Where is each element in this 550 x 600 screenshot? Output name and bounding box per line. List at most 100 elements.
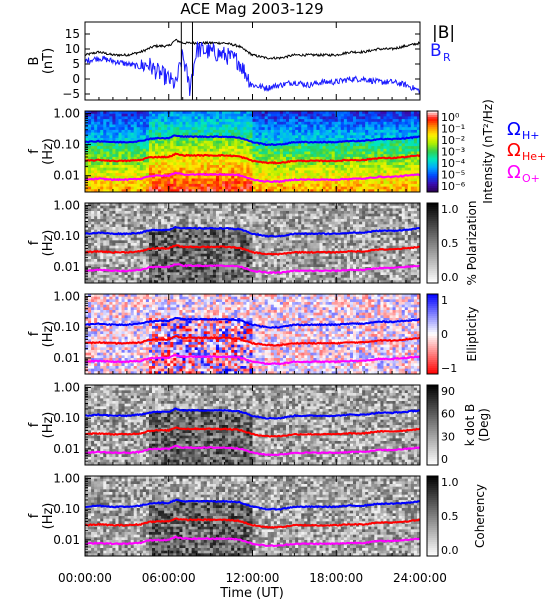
intensity-cell — [307, 119, 311, 123]
intensity-cell — [167, 132, 171, 136]
intensity-cell — [197, 113, 202, 117]
polarization-cell — [225, 240, 229, 244]
intensity-cell — [145, 143, 150, 147]
polarization-cell — [209, 272, 214, 276]
intensity-cell — [386, 170, 390, 174]
intensity-cell — [185, 119, 189, 123]
polarization-cell — [219, 203, 223, 207]
intensity-cell — [246, 129, 250, 133]
polarization-cell — [139, 219, 144, 223]
intensity-cell — [380, 183, 384, 187]
intensity-cell — [219, 143, 223, 147]
intensity-cell — [331, 138, 336, 142]
intensity-cell — [319, 113, 323, 117]
intensity-cell — [343, 183, 348, 187]
polarization-cell — [173, 280, 177, 284]
intensity-cell — [356, 183, 360, 187]
intensity-cell — [377, 129, 381, 133]
polarization-cell — [228, 256, 232, 260]
polarization-cell — [155, 205, 159, 209]
polarization-cell — [240, 235, 244, 239]
polarization-cell — [243, 240, 247, 244]
intensity-cell — [365, 183, 369, 187]
polarization-cell — [112, 219, 116, 223]
field-ytick-label: 0 — [72, 72, 80, 86]
polarization-cell — [139, 216, 144, 220]
polarization-cell — [188, 243, 192, 247]
intensity-cell — [243, 170, 247, 174]
intensity-cell — [161, 151, 165, 155]
polarization-cell — [167, 272, 171, 276]
polarization-cell — [106, 245, 110, 249]
intensity-cell — [228, 116, 232, 120]
intensity-cell — [215, 189, 220, 193]
intensity-cell — [240, 151, 244, 155]
polarization-cell — [185, 275, 189, 279]
polarization-cell — [106, 229, 110, 233]
intensity-cell — [155, 127, 159, 131]
intensity-cell — [371, 173, 375, 177]
intensity-cell — [145, 132, 150, 136]
intensity-cell — [282, 146, 287, 150]
intensity-cell — [200, 119, 205, 123]
intensity-cell — [346, 189, 351, 193]
intensity-cell — [371, 127, 375, 131]
intensity-cell — [389, 148, 393, 152]
intensity-cell — [237, 121, 241, 125]
intensity-cell — [145, 148, 150, 152]
intensity-cell — [279, 189, 284, 193]
intensity-cell — [404, 113, 409, 117]
intensity-cell — [170, 119, 174, 123]
intensity-cell — [209, 140, 214, 144]
intensity-cell — [222, 111, 226, 115]
intensity-cell — [295, 175, 299, 179]
intensity-cell — [386, 146, 390, 150]
intensity-cell — [203, 165, 208, 169]
intensity-cell — [197, 121, 202, 125]
polarization-cell — [94, 227, 98, 231]
intensity-cell — [170, 175, 174, 179]
intensity-cell — [118, 111, 122, 115]
intensity-cell — [307, 135, 311, 139]
polarization-cell — [91, 205, 95, 209]
intensity-cell — [264, 148, 269, 152]
intensity-cell — [286, 170, 290, 174]
intensity-cell — [112, 175, 116, 179]
polarization-cell — [240, 264, 244, 268]
polarization-cell — [145, 235, 150, 239]
polarization-cell — [215, 216, 220, 220]
intensity-cell — [273, 189, 278, 193]
polarization-cell — [133, 221, 138, 225]
intensity-cell — [136, 170, 141, 174]
polarization-cell — [155, 235, 159, 239]
polarization-cell — [215, 256, 220, 260]
polarization-cell — [206, 208, 211, 212]
intensity-cell — [353, 165, 357, 169]
intensity-cell — [103, 189, 107, 193]
polarization-cell — [167, 275, 171, 279]
polarization-cell — [121, 211, 125, 215]
polarization-cell — [145, 224, 150, 228]
polarization-cell — [106, 280, 110, 284]
polarization-cell — [191, 203, 196, 207]
polarization-cell — [152, 232, 156, 236]
polarization-cell — [164, 264, 168, 268]
intensity-cell — [219, 140, 223, 144]
intensity-cell — [215, 119, 220, 123]
intensity-cell — [410, 165, 415, 169]
polarization-cell — [155, 216, 159, 220]
intensity-cell — [371, 140, 375, 144]
intensity-cell — [209, 165, 214, 169]
polarization-cell — [206, 272, 211, 276]
intensity-cell — [158, 138, 162, 142]
intensity-cell — [340, 167, 345, 171]
intensity-cell — [197, 124, 202, 128]
intensity-cell — [282, 111, 287, 115]
intensity-cell — [127, 186, 132, 190]
intensity-cell — [219, 148, 223, 152]
intensity-cell — [106, 113, 110, 117]
intensity-cell — [353, 129, 357, 133]
intensity-cell — [164, 165, 168, 169]
polarization-cell — [212, 267, 217, 271]
intensity-cell — [170, 183, 174, 187]
